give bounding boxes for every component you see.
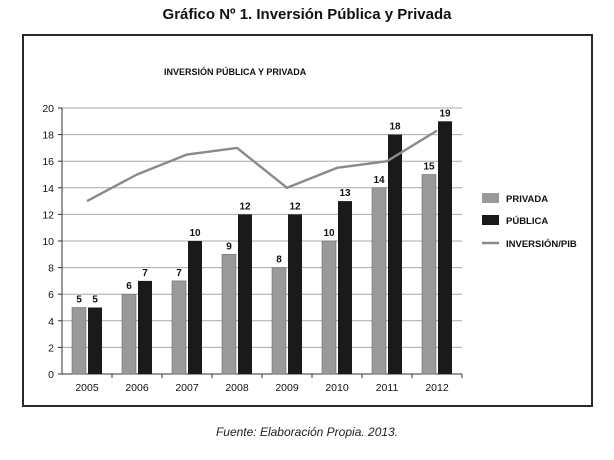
y-tick-label: 20 xyxy=(42,103,54,115)
data-label-privada: 15 xyxy=(423,162,435,173)
y-tick-label: 6 xyxy=(48,289,54,301)
y-tick-label: 14 xyxy=(42,183,54,195)
y-tick-label: 10 xyxy=(42,236,54,248)
data-label-publica: 13 xyxy=(339,188,351,199)
chart-frame: INVERSIÓN PÚBLICA Y PRIVADA 0 2 4 6 8 10 12 14 16… xyxy=(22,34,593,407)
data-label-publica: 18 xyxy=(389,122,401,133)
x-tick-label: 2006 xyxy=(125,382,149,394)
bar-publica xyxy=(438,121,452,374)
bar-privada xyxy=(371,187,387,375)
bar-privada xyxy=(71,307,87,375)
data-label-publica: 10 xyxy=(189,228,201,239)
data-label-privada: 14 xyxy=(373,175,385,186)
y-tick-label: 8 xyxy=(48,263,54,275)
data-label-privada: 5 xyxy=(76,295,82,306)
data-label-privada: 10 xyxy=(323,228,335,239)
x-tick-label: 2009 xyxy=(275,382,299,394)
x-tick-label: 2007 xyxy=(175,382,199,394)
data-label-privada: 8 xyxy=(276,255,282,266)
chart-svg: INVERSIÓN PÚBLICA Y PRIVADA 0 2 4 6 8 10 12 14 16… xyxy=(42,66,577,394)
x-tick-label: 2011 xyxy=(376,382,399,394)
legend-privada-label: PRIVADA xyxy=(506,194,548,205)
data-label-publica: 12 xyxy=(289,201,301,212)
bar-publica xyxy=(288,214,302,374)
chart-title: INVERSIÓN PÚBLICA Y PRIVADA xyxy=(164,66,307,77)
bar-privada xyxy=(321,240,337,375)
bar-publica xyxy=(238,214,252,374)
data-label-publica: 19 xyxy=(439,108,451,119)
y-tick-label: 12 xyxy=(42,209,54,221)
data-label-privada: 7 xyxy=(176,268,182,279)
line-inversion-pib xyxy=(86,129,438,203)
bar-privada xyxy=(271,267,287,375)
legend-publica-swatch xyxy=(482,215,499,225)
x-tick-label: 2012 xyxy=(425,382,449,394)
y-tick-label: 16 xyxy=(42,156,54,168)
bar-publica xyxy=(388,134,402,374)
bar-privada xyxy=(221,254,237,375)
data-label-privada: 9 xyxy=(226,241,232,252)
legend-privada-swatch xyxy=(482,193,499,203)
y-tick-label: 18 xyxy=(42,130,54,142)
y-tick-label: 0 xyxy=(48,369,54,381)
page-title: Gráfico Nº 1. Inversión Pública y Privad… xyxy=(162,6,452,23)
x-tick-label: 2008 xyxy=(225,382,249,394)
bar-publica xyxy=(188,241,202,374)
legend-publica-label: PÚBLICA xyxy=(506,215,548,227)
bar-privada xyxy=(421,174,437,375)
y-tick-label: 4 xyxy=(48,316,54,328)
bar-publica xyxy=(338,201,352,374)
x-tick-label: 2005 xyxy=(75,382,99,394)
y-tick-label: 2 xyxy=(48,342,54,354)
data-label-publica: 7 xyxy=(142,268,148,279)
data-label-publica: 12 xyxy=(239,201,251,212)
bar-privada xyxy=(171,280,187,375)
bar-privada xyxy=(121,293,137,375)
source-note: Fuente: Elaboración Propia. 2013. xyxy=(215,425,399,439)
bar-publica xyxy=(138,280,152,374)
bar-publica xyxy=(88,307,102,374)
legend-inversion-pib-label: INVERSIÓN/PIB xyxy=(506,238,577,250)
data-label-publica: 5 xyxy=(92,295,98,306)
data-label-privada: 6 xyxy=(126,281,132,292)
x-tick-label: 2010 xyxy=(325,382,349,394)
